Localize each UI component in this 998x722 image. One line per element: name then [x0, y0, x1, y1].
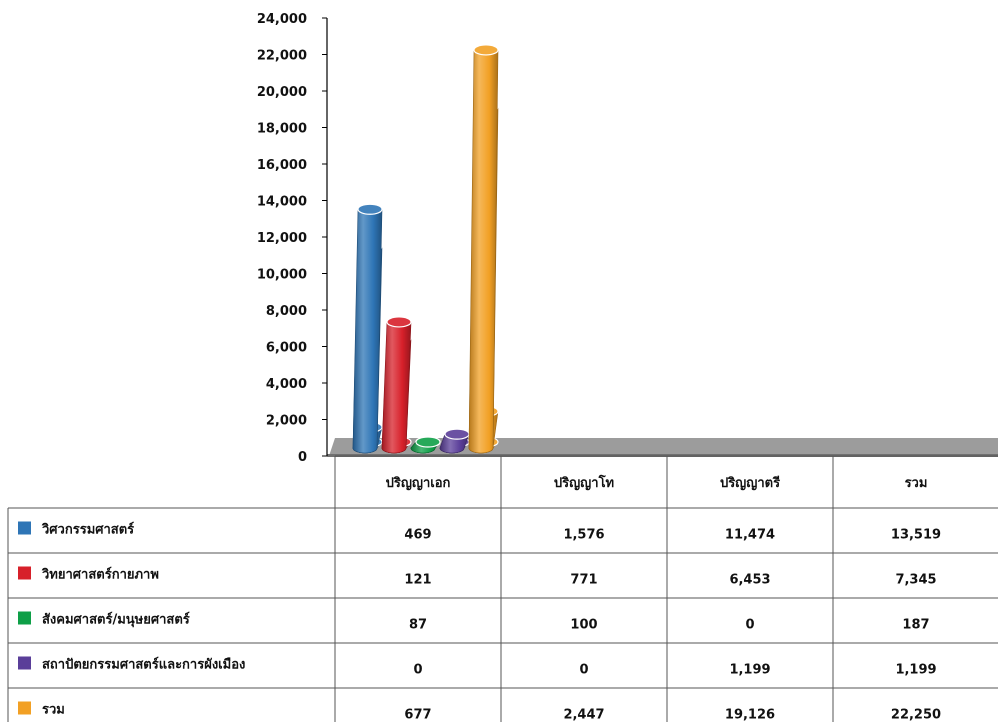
y-tick-label: 24,000 [257, 12, 307, 27]
y-tick-label: 0 [298, 450, 307, 465]
table-cell: 22,250 [891, 708, 941, 722]
table-row: รวม 677 2,447 19,126 22,250 [18, 701, 941, 722]
table-cell: 469 [404, 528, 431, 543]
category-label: รวม [905, 476, 928, 491]
bar [410, 436, 441, 454]
table-cell: 1,199 [895, 663, 936, 678]
legend-label: วิศวกรรมศาสตร์ [41, 522, 134, 538]
y-tick-label: 14,000 [257, 195, 307, 210]
table-row: สถาปัตยกรรมศาสตร์และการผังเมือง 0 0 1,199 1,… [18, 656, 937, 678]
bar-body [468, 49, 499, 454]
y-tick-label: 20,000 [257, 85, 307, 100]
table-cell: 0 [413, 663, 422, 678]
bar-cap [415, 436, 441, 448]
table-cell: 87 [409, 618, 427, 633]
bar [381, 316, 412, 454]
table-cell: 677 [404, 708, 431, 722]
data-table: ปริญญาเอก ปริญญาโท ปริญญาตรี รวมวิศวกรรมศาส… [7, 455, 998, 722]
bar-cap [444, 428, 470, 440]
table-cell: 2,447 [563, 708, 604, 722]
legend-swatch [18, 701, 31, 715]
table-cell: 13,519 [891, 528, 941, 543]
legend-swatch [18, 611, 31, 625]
bar-cap [473, 44, 499, 56]
legend-swatch [18, 566, 31, 580]
table-row: วิศวกรรมศาสตร์ 469 1,576 11,474 13,519 [18, 521, 941, 543]
y-axis: 0 2,000 4,000 6,000 8,000 10,000 12,000 14,000 1… [257, 12, 328, 465]
y-tick-label: 8,000 [266, 304, 307, 319]
table-cell: 11,474 [725, 528, 775, 543]
legend-swatch [18, 521, 31, 535]
bar [468, 44, 499, 454]
legend-label: สถาปัตยกรรมศาสตร์และการผังเมือง [42, 657, 245, 673]
table-cell: 0 [745, 618, 754, 633]
table-cell: 7,345 [895, 573, 936, 588]
table-cell: 1,576 [563, 528, 604, 543]
y-tick-label: 12,000 [257, 231, 307, 246]
category-label: ปริญญาตรี [720, 475, 780, 491]
bar [439, 428, 470, 454]
table-cell: 121 [404, 573, 431, 588]
y-tick-label: 10,000 [257, 268, 307, 283]
table-cell: 771 [570, 573, 597, 588]
y-tick-label: 2,000 [266, 414, 307, 429]
y-tick-label: 16,000 [257, 158, 307, 173]
bar-cap [386, 316, 412, 328]
category-label: ปริญญาเอก [386, 476, 451, 491]
table-cell: 1,199 [729, 663, 770, 678]
y-tick-label: 18,000 [257, 122, 307, 137]
table-row: วิทยาศาสตร์กายภาพ 121 771 6,453 7,345 [18, 566, 937, 588]
table-cell: 0 [579, 663, 588, 678]
legend-label: รวม [42, 703, 65, 718]
bar-body [352, 208, 383, 454]
legend-label: สังคมศาสตร์/มนุษยศาสตร์ [42, 612, 190, 628]
y-tick-label: 22,000 [257, 49, 307, 64]
table-cell: 6,453 [729, 573, 770, 588]
bar [352, 203, 383, 454]
legend-label: วิทยาศาสตร์กายภาพ [41, 567, 159, 583]
y-tick-label: 6,000 [266, 341, 307, 356]
category-label: ปริญญาโท [554, 474, 614, 491]
legend-swatch [18, 656, 31, 670]
y-tick-label: 4,000 [266, 377, 307, 392]
table-cell: 19,126 [725, 708, 775, 722]
table-cell: 100 [570, 618, 597, 633]
bar-cap [357, 203, 383, 215]
table-row: สังคมศาสตร์/มนุษยศาสตร์ 87 100 0 187 [18, 611, 930, 633]
bars [352, 44, 499, 454]
table-cell: 187 [902, 618, 929, 633]
bar-body [381, 321, 412, 454]
